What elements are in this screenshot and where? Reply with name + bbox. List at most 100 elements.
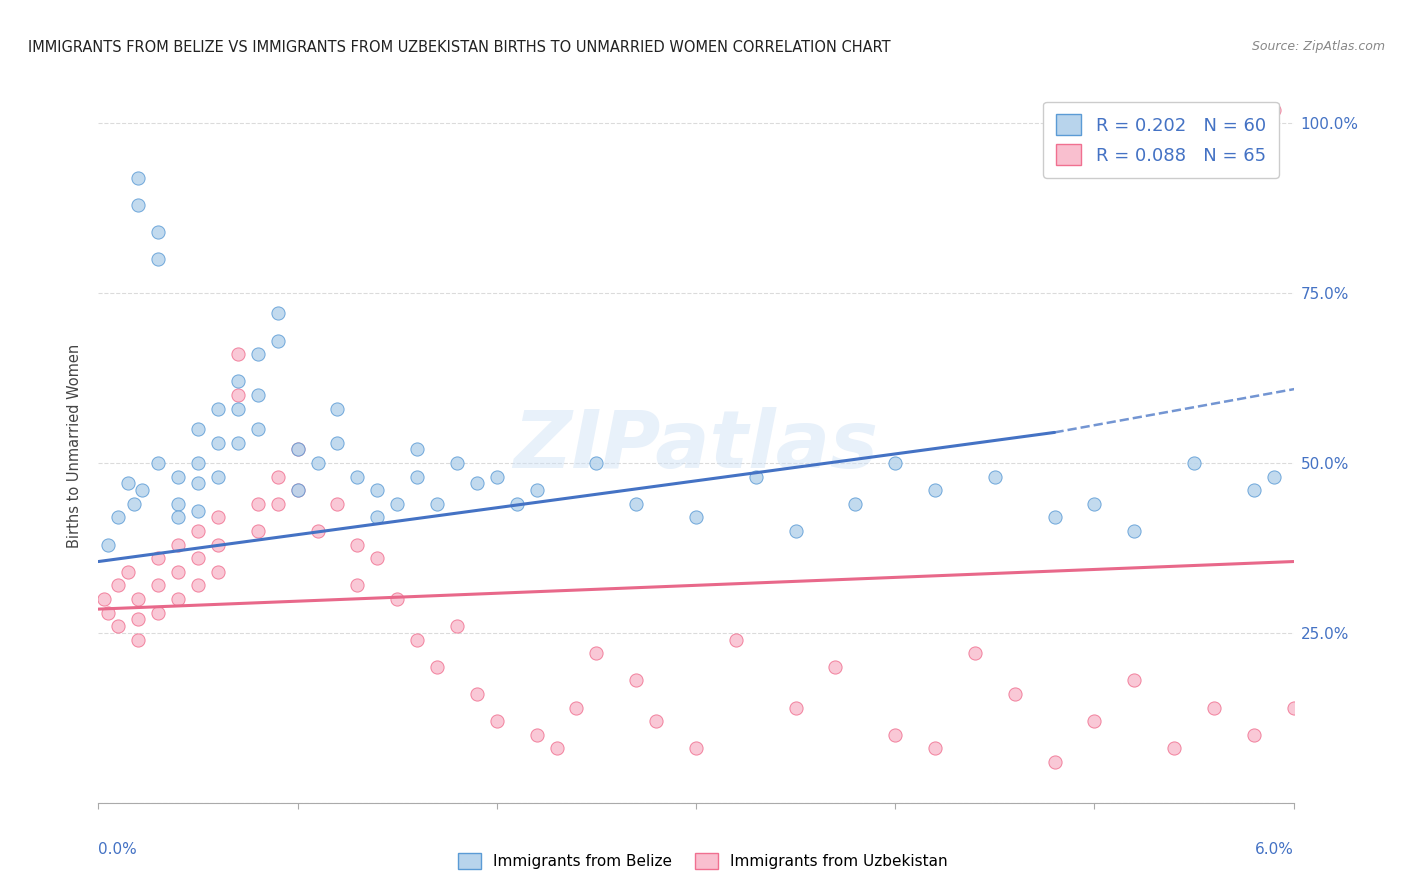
Point: [187, 524, 209, 538]
Point: [97, 537, 120, 551]
Point: [745, 469, 768, 483]
Point: [187, 456, 209, 470]
Point: [485, 469, 508, 483]
Point: [1083, 714, 1105, 729]
Point: [267, 306, 290, 320]
Point: [645, 714, 668, 729]
Point: [984, 469, 1007, 483]
Point: [187, 476, 209, 491]
Point: [924, 741, 946, 756]
Point: [785, 700, 807, 714]
Text: IMMIGRANTS FROM BELIZE VS IMMIGRANTS FROM UZBEKISTAN BIRTHS TO UNMARRIED WOMEN C: IMMIGRANTS FROM BELIZE VS IMMIGRANTS FRO…: [28, 40, 891, 55]
Point: [117, 565, 139, 579]
Point: [226, 401, 249, 416]
Point: [884, 456, 907, 470]
Point: [366, 551, 388, 566]
Point: [346, 469, 368, 483]
Point: [187, 551, 209, 566]
Point: [366, 510, 388, 524]
Point: [117, 476, 139, 491]
Point: [565, 700, 588, 714]
Point: [107, 619, 129, 633]
Point: [844, 497, 866, 511]
Point: [148, 578, 170, 592]
Point: [187, 422, 209, 436]
Point: [1123, 673, 1146, 688]
Legend: Immigrants from Belize, Immigrants from Uzbekistan: Immigrants from Belize, Immigrants from …: [451, 847, 955, 875]
Point: [127, 632, 149, 647]
Point: [1043, 755, 1066, 769]
Point: [187, 503, 209, 517]
Point: [385, 497, 409, 511]
Point: [626, 497, 648, 511]
Point: [884, 728, 907, 742]
Point: [1202, 700, 1225, 714]
Point: [167, 591, 190, 606]
Point: [326, 401, 349, 416]
Legend: R = 0.202   N = 60, R = 0.088   N = 65: R = 0.202 N = 60, R = 0.088 N = 65: [1043, 102, 1278, 178]
Point: [1243, 483, 1265, 498]
Point: [1243, 728, 1265, 742]
Point: [465, 687, 488, 701]
Point: [326, 435, 349, 450]
Point: [446, 619, 468, 633]
Point: [426, 660, 449, 674]
Point: [167, 510, 190, 524]
Point: [406, 469, 429, 483]
Point: [526, 728, 548, 742]
Point: [148, 551, 170, 566]
Point: [167, 537, 190, 551]
Point: [1343, 714, 1365, 729]
Point: [446, 456, 468, 470]
Point: [246, 388, 269, 402]
Point: [267, 334, 290, 348]
Point: [426, 497, 449, 511]
Point: [246, 347, 269, 361]
Point: [287, 442, 309, 457]
Point: [246, 497, 269, 511]
Point: [1322, 591, 1344, 606]
Point: [287, 442, 309, 457]
Point: [148, 252, 170, 266]
Point: [1004, 687, 1026, 701]
Point: [226, 375, 249, 389]
Point: [207, 401, 229, 416]
Point: [267, 469, 290, 483]
Point: [207, 469, 229, 483]
Point: [207, 510, 229, 524]
Point: [148, 225, 170, 239]
Point: [785, 524, 807, 538]
Point: [585, 456, 607, 470]
Point: [167, 469, 190, 483]
Point: [127, 612, 149, 626]
Point: [246, 524, 269, 538]
Point: [465, 476, 488, 491]
Point: [526, 483, 548, 498]
Point: [1282, 700, 1305, 714]
Point: [546, 741, 568, 756]
Point: [226, 347, 249, 361]
Point: [127, 198, 149, 212]
Text: ZIPatlas: ZIPatlas: [513, 407, 879, 485]
Point: [148, 456, 170, 470]
Point: [207, 435, 229, 450]
Point: [267, 497, 290, 511]
Point: [167, 565, 190, 579]
Point: [685, 741, 707, 756]
Point: [506, 497, 529, 511]
Point: [406, 632, 429, 647]
Point: [1263, 469, 1285, 483]
Point: [167, 497, 190, 511]
Point: [326, 497, 349, 511]
Text: Source: ZipAtlas.com: Source: ZipAtlas.com: [1251, 40, 1385, 54]
Point: [127, 591, 149, 606]
Point: [246, 422, 269, 436]
Point: [1182, 456, 1205, 470]
Point: [207, 565, 229, 579]
Point: [131, 483, 153, 498]
Point: [226, 388, 249, 402]
Point: [1043, 510, 1066, 524]
Point: [187, 578, 209, 592]
Point: [1302, 565, 1324, 579]
Y-axis label: Births to Unmarried Women: Births to Unmarried Women: [67, 344, 83, 548]
